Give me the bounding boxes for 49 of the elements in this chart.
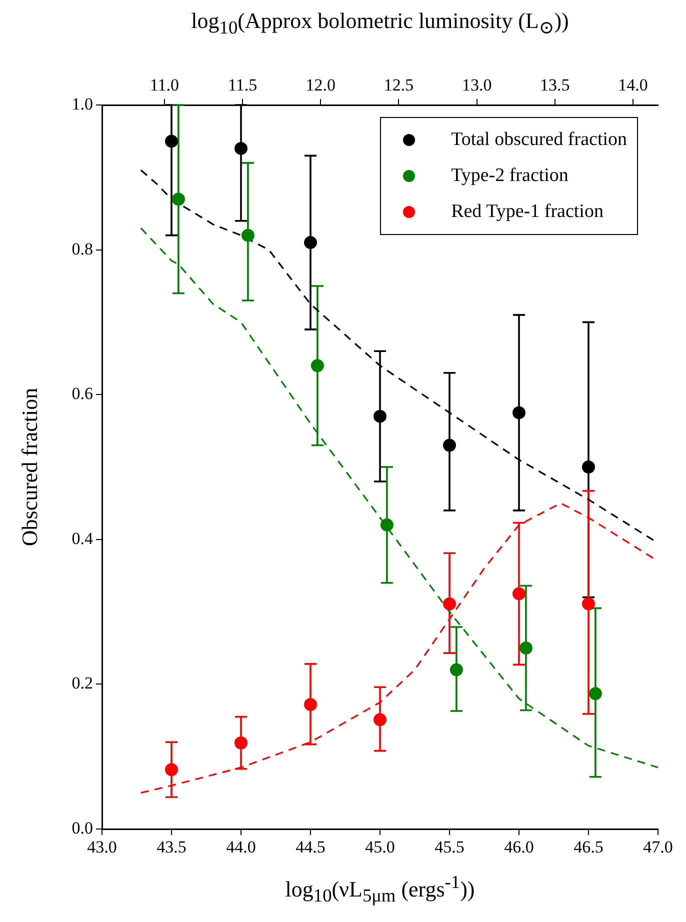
x2-tick-label: 13.0 (462, 75, 492, 94)
point (165, 134, 178, 148)
x-tick-label: 45.0 (365, 838, 395, 857)
x-tick-label: 47.0 (643, 838, 673, 857)
point (241, 228, 254, 242)
point (582, 460, 595, 474)
y-tick-label: 0.4 (72, 528, 94, 548)
x-axis-title: log$_{10}$(νL$_{5μm}$ (ergs$^{-1}$)) (285, 872, 475, 907)
legend-label: Red Type-1 fraction (451, 201, 604, 223)
point (165, 763, 178, 776)
point (172, 192, 185, 206)
point (450, 663, 463, 676)
x-tick-label: 44.5 (296, 838, 326, 857)
x2-tick-label: 14.0 (618, 75, 648, 94)
point (234, 142, 248, 155)
y-tick-label: 0.6 (72, 384, 93, 404)
point (374, 410, 386, 423)
point (443, 438, 456, 452)
legend-label: Type-2 fraction (451, 165, 568, 187)
point (519, 642, 532, 654)
x-tick-label: 43.5 (156, 838, 186, 857)
point (374, 713, 386, 726)
point (380, 518, 394, 532)
point (588, 687, 602, 700)
point (304, 698, 317, 711)
point (304, 236, 317, 250)
x-tick-label: 46.0 (504, 838, 534, 857)
x2-tick-label: 11.0 (150, 75, 180, 94)
point (512, 406, 526, 420)
y-tick-label: 0.2 (72, 674, 93, 693)
point (234, 736, 248, 750)
x-tick-label: 44.0 (226, 838, 256, 857)
x-tick-label: 46.5 (574, 838, 604, 857)
x2-tick-label: 13.5 (540, 75, 570, 94)
point (582, 597, 595, 610)
legend-label: Total obscured fraction (451, 129, 627, 151)
x2-tick-label: 12.0 (306, 75, 336, 94)
x-tick-label: 43.0 (87, 838, 117, 857)
x-tick-label: 45.5 (434, 838, 464, 857)
y-tick-label: 0.0 (72, 818, 93, 838)
x2-axis-title: log$_{10}$(Approx bolometric luminosity (L$_{⊙}$)) (191, 8, 569, 38)
y-tick-label: 0.8 (72, 239, 93, 258)
point (443, 597, 456, 610)
point (310, 359, 324, 372)
x2-tick-label: 11.5 (228, 75, 258, 94)
x2-tick-label: 12.5 (384, 75, 414, 94)
point (512, 587, 526, 600)
y-axis-title: Obscured fraction (17, 388, 43, 546)
y-tick-label: 1.0 (72, 94, 93, 114)
